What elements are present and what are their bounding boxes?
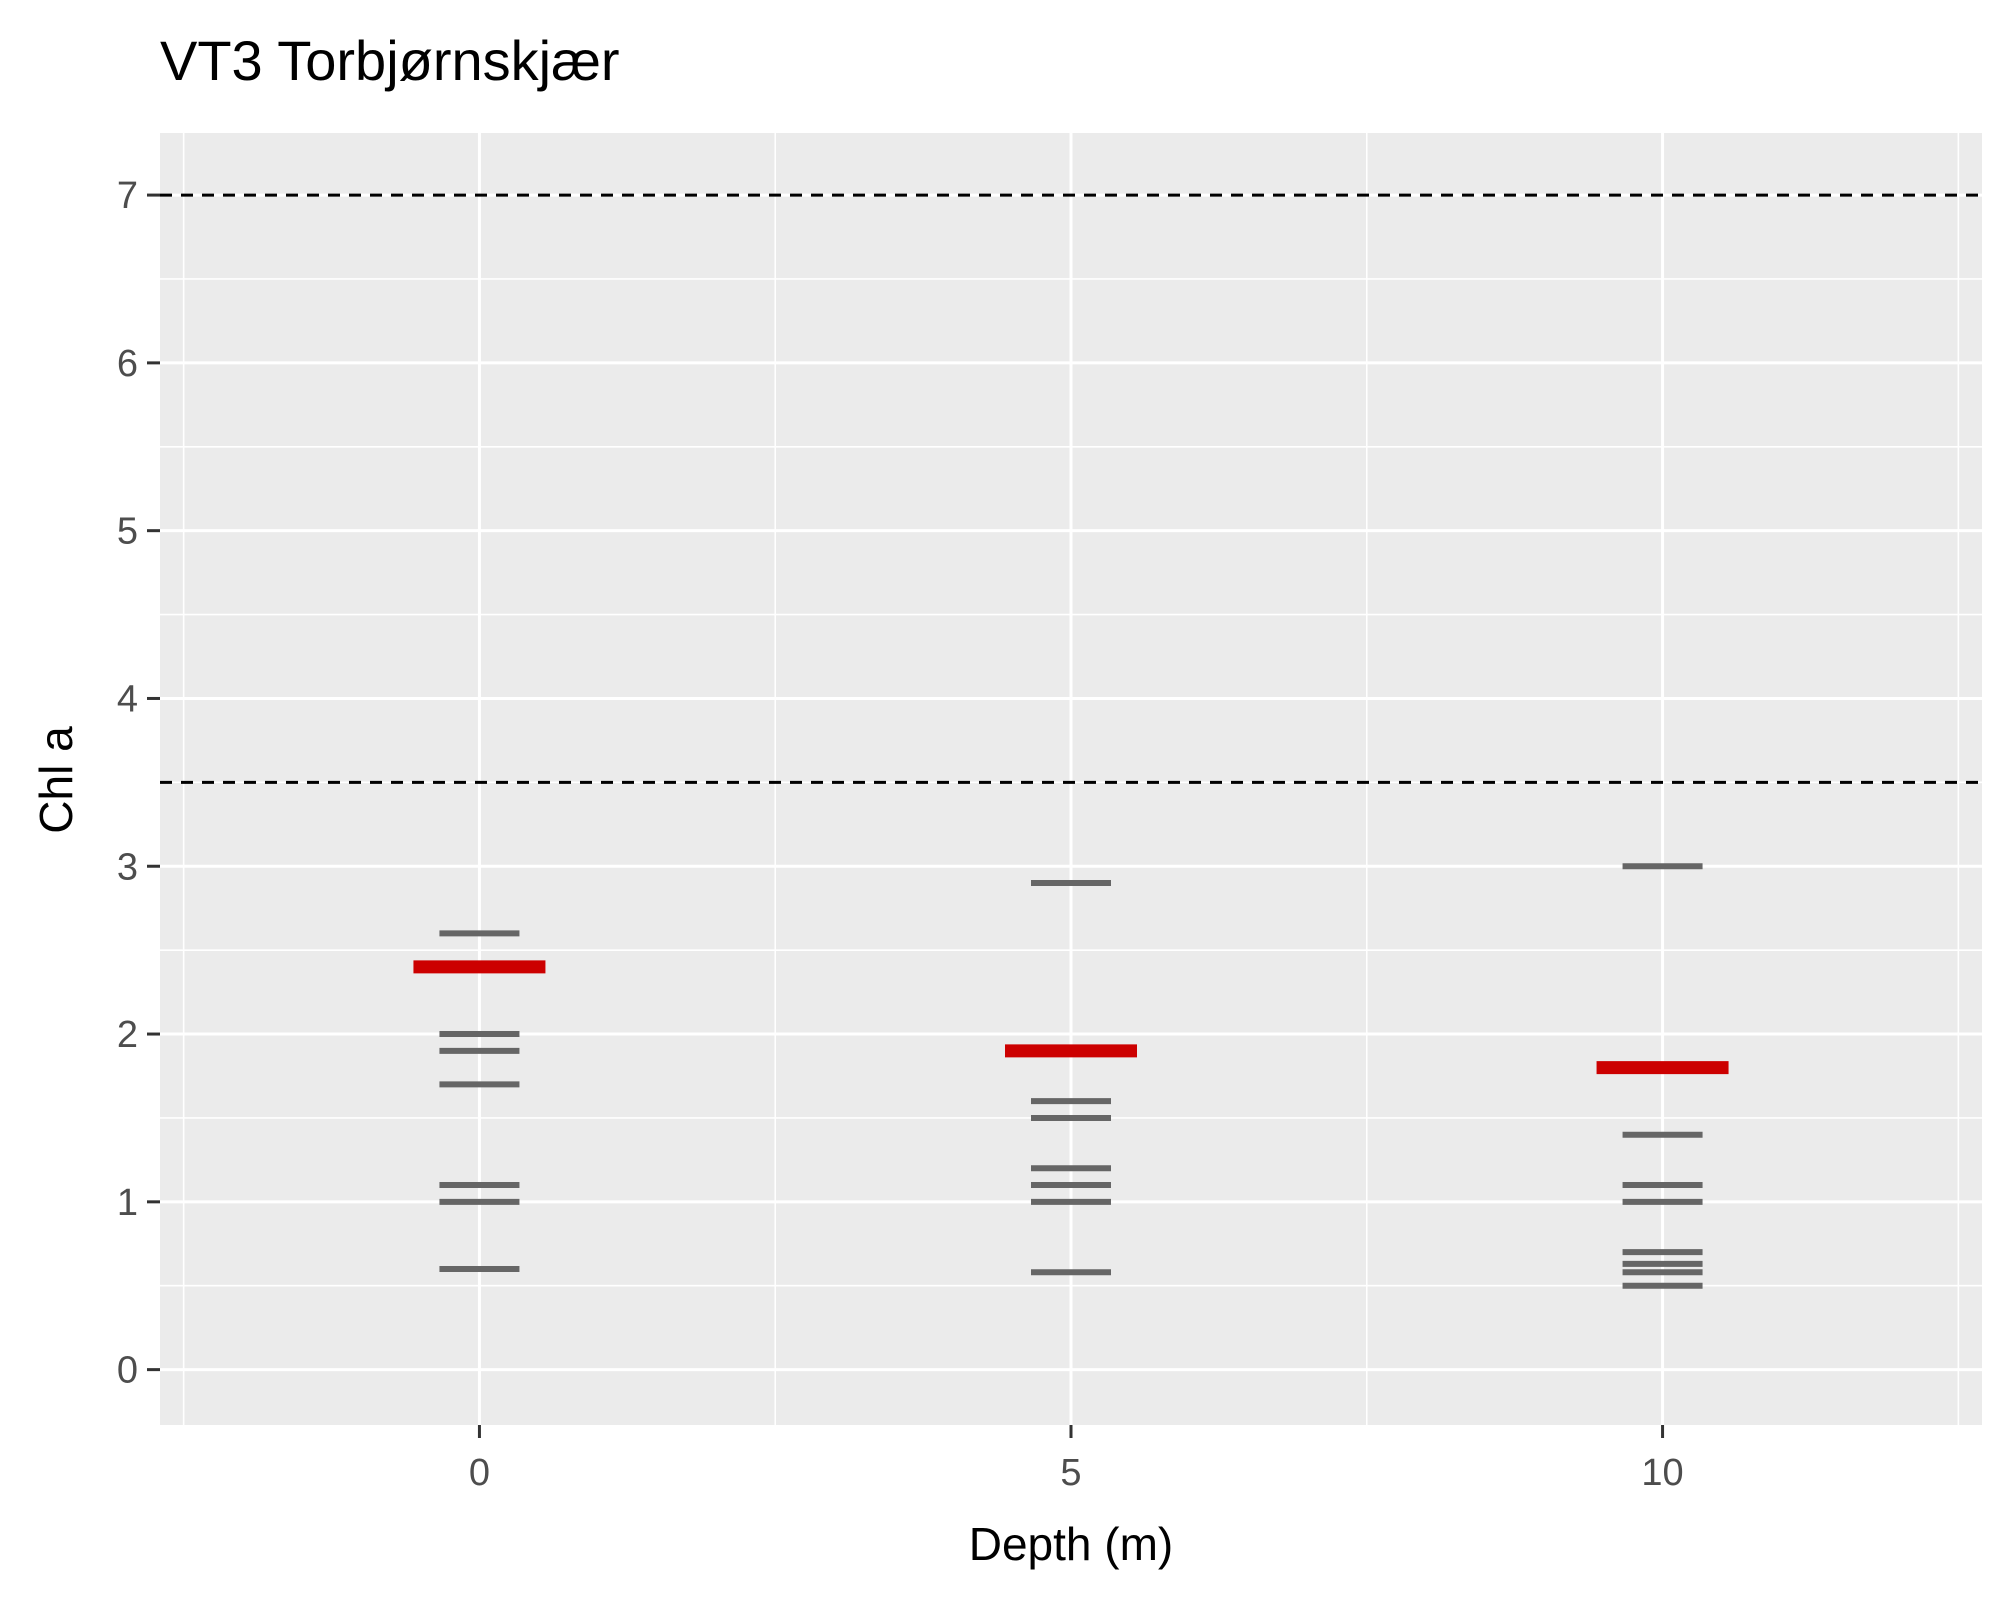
y-axis-title: Chl a bbox=[30, 726, 82, 834]
x-tick-label: 10 bbox=[1641, 1452, 1683, 1494]
x-tick-label: 5 bbox=[1060, 1452, 1081, 1494]
x-tick-label: 0 bbox=[469, 1452, 490, 1494]
x-axis-title: Depth (m) bbox=[969, 1518, 1173, 1570]
y-tick-label: 3 bbox=[117, 846, 138, 888]
y-tick-label: 2 bbox=[117, 1014, 138, 1056]
y-tick-label: 6 bbox=[117, 343, 138, 385]
y-axis: 0 1 2 3 4 5 6 7 bbox=[117, 175, 160, 1392]
x-axis: 0 5 10 bbox=[469, 1425, 1684, 1494]
y-tick-label: 5 bbox=[117, 511, 138, 553]
y-tick-label: 0 bbox=[117, 1350, 138, 1392]
y-tick-label: 4 bbox=[117, 678, 138, 720]
y-tick-label: 7 bbox=[117, 175, 138, 217]
data-marks bbox=[413, 863, 1729, 1289]
reference-lines bbox=[160, 193, 1982, 784]
chart-title: VT3 Torbjørnskjær bbox=[160, 29, 620, 92]
y-tick-label: 1 bbox=[117, 1182, 138, 1224]
